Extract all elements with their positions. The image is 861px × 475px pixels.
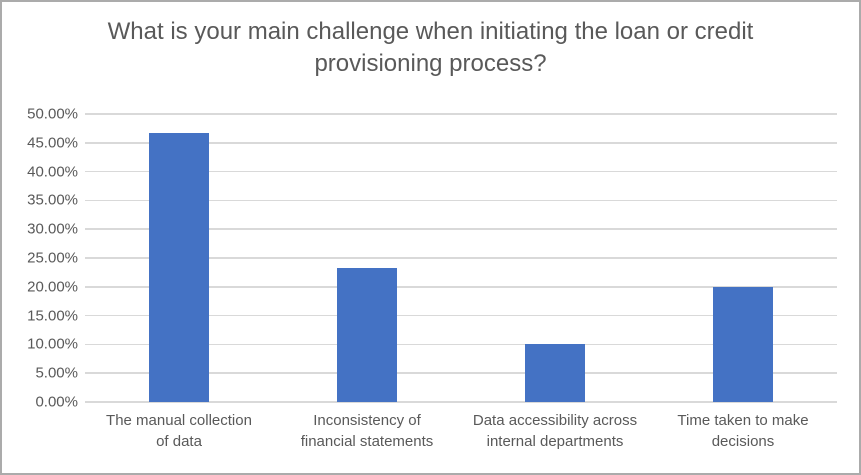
bar-data-accessibility-across-internal-departments — [525, 344, 585, 402]
x-axis-label: Data accessibility across internal depart… — [461, 410, 649, 452]
x-axis: The manual collection of data Inconsistenc… — [85, 410, 837, 452]
bar-inconsistency-of-financial-statements — [337, 267, 397, 402]
chart-title: What is your main challenge when initiat… — [107, 18, 754, 77]
y-tick-label: 30.00% — [27, 220, 78, 238]
y-tick-label: 0.00% — [35, 393, 78, 411]
bar-time-taken-to-make-decisions — [713, 286, 773, 402]
y-tick-label: 50.00% — [27, 105, 78, 123]
gridline — [85, 170, 837, 173]
x-axis-label-line: Inconsistency of — [313, 412, 421, 429]
gridline — [85, 228, 837, 230]
x-axis-label-line: financial statements — [300, 433, 434, 450]
x-axis-label: The manual collection of data — [85, 410, 273, 452]
gridline — [85, 314, 837, 317]
x-axis-label-line: Time taken to make — [677, 412, 809, 429]
y-axis: 0.00% 5.00% 10.00% 15.00% 20.00% 25.00% 30.00%… — [2, 106, 78, 411]
y-tick-label: 25.00% — [27, 249, 78, 267]
gridline — [85, 257, 837, 259]
y-tick-label: 20.00% — [27, 278, 78, 296]
x-axis-label: Inconsistency of financial statements — [273, 410, 461, 452]
gridline — [85, 142, 837, 144]
x-axis-label-line: Data accessibility across — [472, 412, 638, 429]
x-axis-label-line: decisions — [711, 433, 775, 450]
y-tick-label: 15.00% — [27, 307, 78, 325]
plot-area — [85, 113, 837, 403]
y-tick-label: 10.00% — [27, 335, 78, 353]
gridline — [85, 372, 837, 374]
bar-the-manual-collection-of-data — [149, 133, 209, 402]
x-axis-label-line: of data — [156, 433, 202, 450]
x-axis-label: Time taken to make decisions — [649, 410, 837, 452]
gridline — [85, 199, 837, 202]
x-axis-label-line: The manual collection — [106, 412, 252, 429]
gridline — [85, 113, 837, 115]
x-axis-label-line: internal departments — [486, 433, 624, 450]
gridline — [85, 401, 837, 403]
gridline — [85, 343, 837, 346]
y-tick-label: 45.00% — [27, 134, 78, 152]
gridline — [85, 286, 837, 288]
y-tick-label: 35.00% — [27, 191, 78, 209]
y-tick-label: 5.00% — [35, 364, 78, 382]
y-tick-label: 40.00% — [27, 163, 78, 181]
